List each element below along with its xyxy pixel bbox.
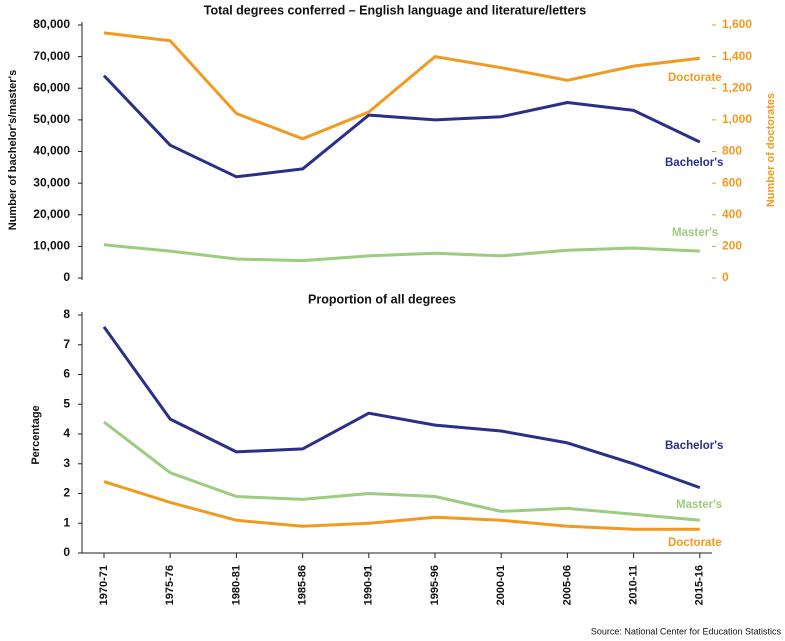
x-tick-label: 2000-01 (495, 565, 507, 605)
y-tick-label: 3 (63, 456, 70, 470)
series-label: Master's (672, 227, 718, 239)
y-axis-title: Number of bachelor's/master's (7, 70, 19, 231)
y-tick-label: 30,000 (33, 175, 70, 189)
series-label: Bachelor's (665, 440, 723, 452)
y2-tick-label: 200 (722, 239, 742, 253)
y-tick-label: 2 (63, 486, 70, 500)
y2-tick-label: 400 (722, 207, 742, 221)
x-tick-label: 1970-71 (98, 565, 110, 605)
y2-tick-label: 1,200 (722, 80, 752, 94)
y2-tick-label: 1,000 (722, 112, 752, 126)
y-tick-label: 1 (63, 515, 70, 529)
y2-tick-label: 600 (722, 175, 742, 189)
y-tick-label: 0 (63, 545, 70, 559)
series-label: Doctorate (668, 537, 722, 549)
line-series (103, 31, 700, 141)
y-tick-label: 40,000 (33, 144, 70, 158)
y2-tick-label: 0 (722, 270, 729, 284)
y2-tick-label: 1,400 (722, 49, 752, 63)
chart-title: Proportion of all degrees (308, 292, 456, 306)
y2-axis-title: Number of doctorates (765, 93, 777, 207)
series-label: Bachelor's (665, 157, 723, 169)
y-tick-label: 8 (63, 307, 70, 321)
y-axis-title: Percentage (30, 405, 42, 464)
y-tick-label: 80,000 (33, 17, 70, 31)
series-label: Master's (676, 499, 722, 511)
line-series (103, 420, 700, 522)
chart-title: Total degrees conferred – English langua… (204, 3, 587, 17)
y2-tick-label: 1,600 (722, 17, 752, 31)
y-tick-label: 60,000 (33, 80, 70, 94)
x-tick-label: 1995-96 (429, 565, 441, 605)
x-tick-label: 1985-86 (297, 565, 309, 605)
source-note: Source: National Center for Education St… (591, 626, 782, 636)
y-tick-label: 20,000 (33, 207, 70, 221)
y-tick-label: 4 (63, 426, 70, 440)
x-tick-label: 1980-81 (230, 565, 242, 605)
y-tick-label: 10,000 (33, 239, 70, 253)
x-tick-label: 1975-76 (164, 565, 176, 605)
y-tick-label: 6 (63, 367, 70, 381)
y-tick-label: 0 (63, 270, 70, 284)
series-label: Doctorate (668, 72, 722, 84)
y-tick-label: 50,000 (33, 112, 70, 126)
x-tick-label: 2010-11 (628, 565, 640, 605)
line-series (102, 326, 701, 490)
x-tick-label: 1990-91 (363, 565, 375, 605)
y-tick-label: 70,000 (33, 49, 70, 63)
line-series (103, 480, 700, 531)
x-tick-label: 2015-16 (694, 565, 706, 605)
line-series (102, 74, 701, 179)
x-tick-label: 2005-06 (561, 565, 573, 605)
y-tick-label: 7 (63, 337, 70, 351)
y-tick-label: 5 (63, 396, 70, 410)
y2-tick-label: 800 (722, 144, 742, 158)
line-series (103, 243, 700, 263)
